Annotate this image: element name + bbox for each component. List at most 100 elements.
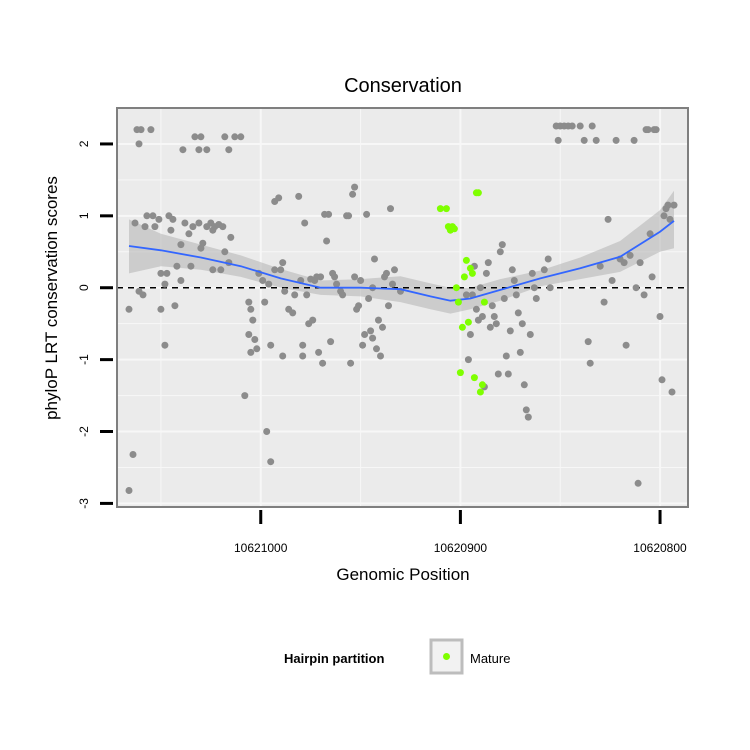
data-point — [203, 146, 211, 154]
y-tick-label: -2 — [77, 426, 91, 437]
data-point — [472, 305, 480, 313]
data-point — [644, 126, 652, 134]
data-point — [385, 302, 392, 310]
data-point — [199, 239, 207, 247]
data-point — [179, 146, 187, 154]
data-point — [231, 133, 239, 141]
data-point — [277, 266, 285, 274]
data-point — [161, 280, 169, 288]
data-point — [586, 359, 594, 367]
data-point — [279, 259, 287, 267]
y-tick-label: 1 — [77, 212, 91, 219]
data-point — [648, 273, 656, 281]
data-point — [125, 305, 133, 313]
mature-points — [436, 189, 488, 396]
data-point — [530, 284, 538, 292]
data-point — [526, 331, 534, 338]
y-tick-label: 2 — [77, 140, 91, 147]
data-point — [371, 255, 378, 263]
data-point — [496, 248, 504, 256]
data-point — [263, 428, 271, 435]
data-point — [512, 291, 520, 299]
data-point — [670, 201, 678, 209]
data-point — [209, 266, 217, 274]
data-point — [191, 133, 199, 141]
data-point — [315, 348, 323, 356]
plot-panel — [116, 107, 689, 508]
mature-data-point — [476, 388, 484, 396]
mature-data-point — [464, 318, 472, 326]
data-point — [303, 291, 311, 299]
data-point — [666, 215, 674, 223]
data-point — [173, 262, 181, 270]
data-point — [291, 291, 299, 299]
data-point — [169, 215, 177, 223]
data-point — [375, 316, 382, 324]
data-point — [227, 233, 235, 241]
data-point — [369, 334, 377, 342]
data-point — [584, 338, 592, 346]
y-tick-label: 0 — [77, 284, 91, 291]
data-point — [319, 359, 327, 367]
data-point — [339, 291, 347, 299]
data-point — [596, 262, 604, 270]
data-point — [271, 266, 279, 274]
data-point — [656, 313, 664, 320]
data-point — [251, 336, 259, 343]
data-point — [466, 331, 474, 338]
chart-title: Conservation — [344, 75, 462, 97]
data-point — [630, 136, 638, 144]
data-point — [476, 284, 484, 292]
data-point — [510, 277, 518, 284]
data-point — [508, 266, 516, 274]
data-point — [365, 295, 373, 302]
data-point — [361, 331, 369, 338]
data-point — [125, 487, 133, 494]
mature-data-point — [462, 256, 470, 264]
data-point — [167, 226, 175, 234]
data-point — [351, 183, 359, 191]
data-point — [177, 277, 185, 284]
data-point — [143, 212, 151, 220]
data-point — [151, 223, 159, 231]
data-point — [664, 201, 672, 209]
data-point — [540, 266, 548, 274]
data-point — [187, 262, 195, 270]
data-point — [129, 451, 137, 458]
data-point — [544, 255, 552, 263]
data-point — [247, 348, 255, 356]
data-point — [484, 259, 492, 267]
data-point — [217, 266, 225, 274]
data-point — [520, 381, 528, 389]
data-point — [359, 341, 367, 349]
data-point — [367, 327, 375, 335]
data-point — [494, 370, 502, 378]
data-point — [141, 223, 149, 231]
data-point — [462, 291, 470, 299]
data-point — [377, 352, 384, 360]
data-point — [554, 136, 562, 144]
data-point — [345, 212, 353, 220]
data-point — [668, 388, 676, 396]
data-point — [163, 269, 171, 277]
data-point — [189, 223, 197, 231]
data-point — [157, 269, 165, 277]
data-point — [604, 215, 612, 223]
data-point — [498, 241, 506, 249]
data-point — [327, 338, 335, 346]
data-point — [482, 269, 490, 277]
data-point — [323, 237, 331, 245]
data-point — [504, 370, 512, 378]
x-tick-label: 10620900 — [434, 541, 488, 555]
data-point — [185, 230, 193, 238]
data-point — [646, 230, 654, 238]
x-axis-title: Genomic Position — [336, 565, 469, 584]
data-point — [502, 352, 510, 360]
data-point — [161, 341, 169, 349]
mature-data-point — [460, 273, 468, 281]
data-point — [309, 316, 317, 324]
data-point — [632, 284, 640, 292]
legend-mature-label: Mature — [470, 651, 510, 666]
data-point — [171, 302, 179, 310]
